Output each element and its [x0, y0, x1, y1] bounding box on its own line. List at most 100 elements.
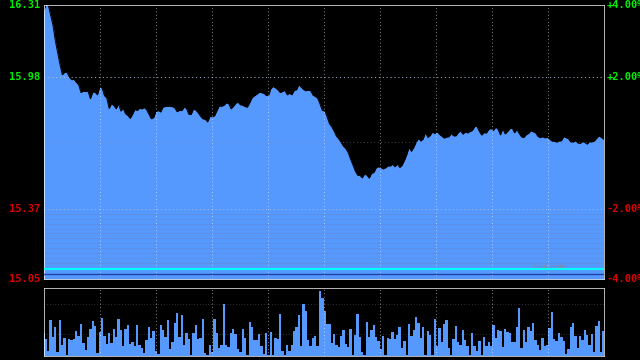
Bar [330, 343, 333, 356]
Bar [490, 346, 492, 356]
Bar [567, 349, 570, 356]
Bar [298, 315, 300, 356]
Bar [56, 352, 59, 356]
Bar [260, 346, 262, 356]
Bar [399, 327, 401, 356]
Bar [225, 345, 227, 356]
Bar [113, 329, 115, 356]
Bar [509, 333, 511, 356]
Bar [504, 329, 506, 356]
Bar [106, 343, 108, 356]
Bar [513, 342, 516, 356]
Bar [300, 346, 303, 356]
Bar [75, 331, 77, 356]
Bar [431, 355, 434, 356]
Bar [403, 341, 406, 356]
Bar [319, 291, 321, 356]
Bar [544, 346, 546, 356]
Bar [92, 321, 94, 356]
Bar [358, 337, 361, 356]
Bar [202, 319, 204, 356]
Bar [268, 355, 269, 356]
Bar [600, 352, 602, 356]
Bar [314, 336, 317, 356]
Bar [185, 333, 188, 356]
Bar [518, 309, 520, 356]
Bar [291, 345, 293, 356]
Bar [206, 355, 209, 356]
Bar [443, 324, 445, 356]
Bar [253, 340, 255, 356]
Bar [361, 352, 364, 356]
Bar [563, 341, 565, 356]
Bar [255, 340, 258, 356]
Bar [434, 319, 436, 356]
Bar [131, 342, 134, 356]
Bar [232, 329, 234, 356]
Bar [364, 355, 365, 356]
Text: +4.00%: +4.00% [606, 0, 640, 10]
Bar [499, 330, 502, 356]
Bar [396, 335, 399, 356]
Bar [441, 342, 443, 356]
Bar [183, 345, 185, 356]
Bar [378, 341, 380, 356]
Bar [450, 355, 452, 356]
Bar [251, 327, 253, 356]
Text: 15.98: 15.98 [10, 72, 41, 81]
Bar [541, 338, 544, 356]
Text: 15.37: 15.37 [10, 204, 41, 214]
Bar [141, 348, 143, 356]
Bar [333, 334, 335, 356]
Bar [462, 330, 464, 356]
Bar [556, 341, 558, 356]
Bar [310, 346, 312, 356]
Bar [162, 330, 164, 356]
Bar [108, 333, 110, 356]
Bar [66, 355, 68, 356]
Bar [101, 318, 103, 356]
Bar [127, 325, 129, 356]
Bar [368, 337, 371, 356]
Bar [438, 328, 441, 356]
Bar [323, 311, 326, 356]
Bar [471, 333, 474, 356]
Bar [63, 338, 66, 356]
Bar [584, 330, 586, 356]
Bar [180, 315, 183, 356]
Bar [134, 346, 136, 356]
Bar [145, 340, 148, 356]
Bar [150, 338, 152, 356]
Bar [413, 330, 415, 356]
Bar [326, 324, 328, 356]
Bar [89, 329, 92, 356]
Bar [560, 337, 563, 356]
Bar [457, 342, 460, 356]
Bar [59, 320, 61, 356]
Bar [408, 324, 410, 356]
Bar [258, 334, 260, 356]
Bar [382, 336, 385, 356]
Bar [248, 321, 251, 356]
Bar [73, 339, 75, 356]
Bar [99, 332, 101, 356]
Bar [593, 352, 595, 356]
Text: 15.05: 15.05 [10, 274, 41, 284]
Bar [474, 346, 476, 356]
Bar [502, 347, 504, 356]
Bar [351, 355, 354, 356]
Bar [117, 319, 120, 356]
Bar [321, 298, 323, 356]
Bar [455, 326, 457, 356]
Bar [241, 329, 244, 356]
Bar [335, 345, 337, 356]
Bar [511, 342, 513, 356]
Bar [436, 346, 438, 356]
Bar [525, 342, 527, 356]
Bar [52, 337, 54, 356]
Bar [553, 339, 556, 356]
Bar [372, 325, 375, 356]
Bar [492, 325, 495, 356]
Bar [275, 338, 276, 356]
Bar [82, 343, 84, 356]
